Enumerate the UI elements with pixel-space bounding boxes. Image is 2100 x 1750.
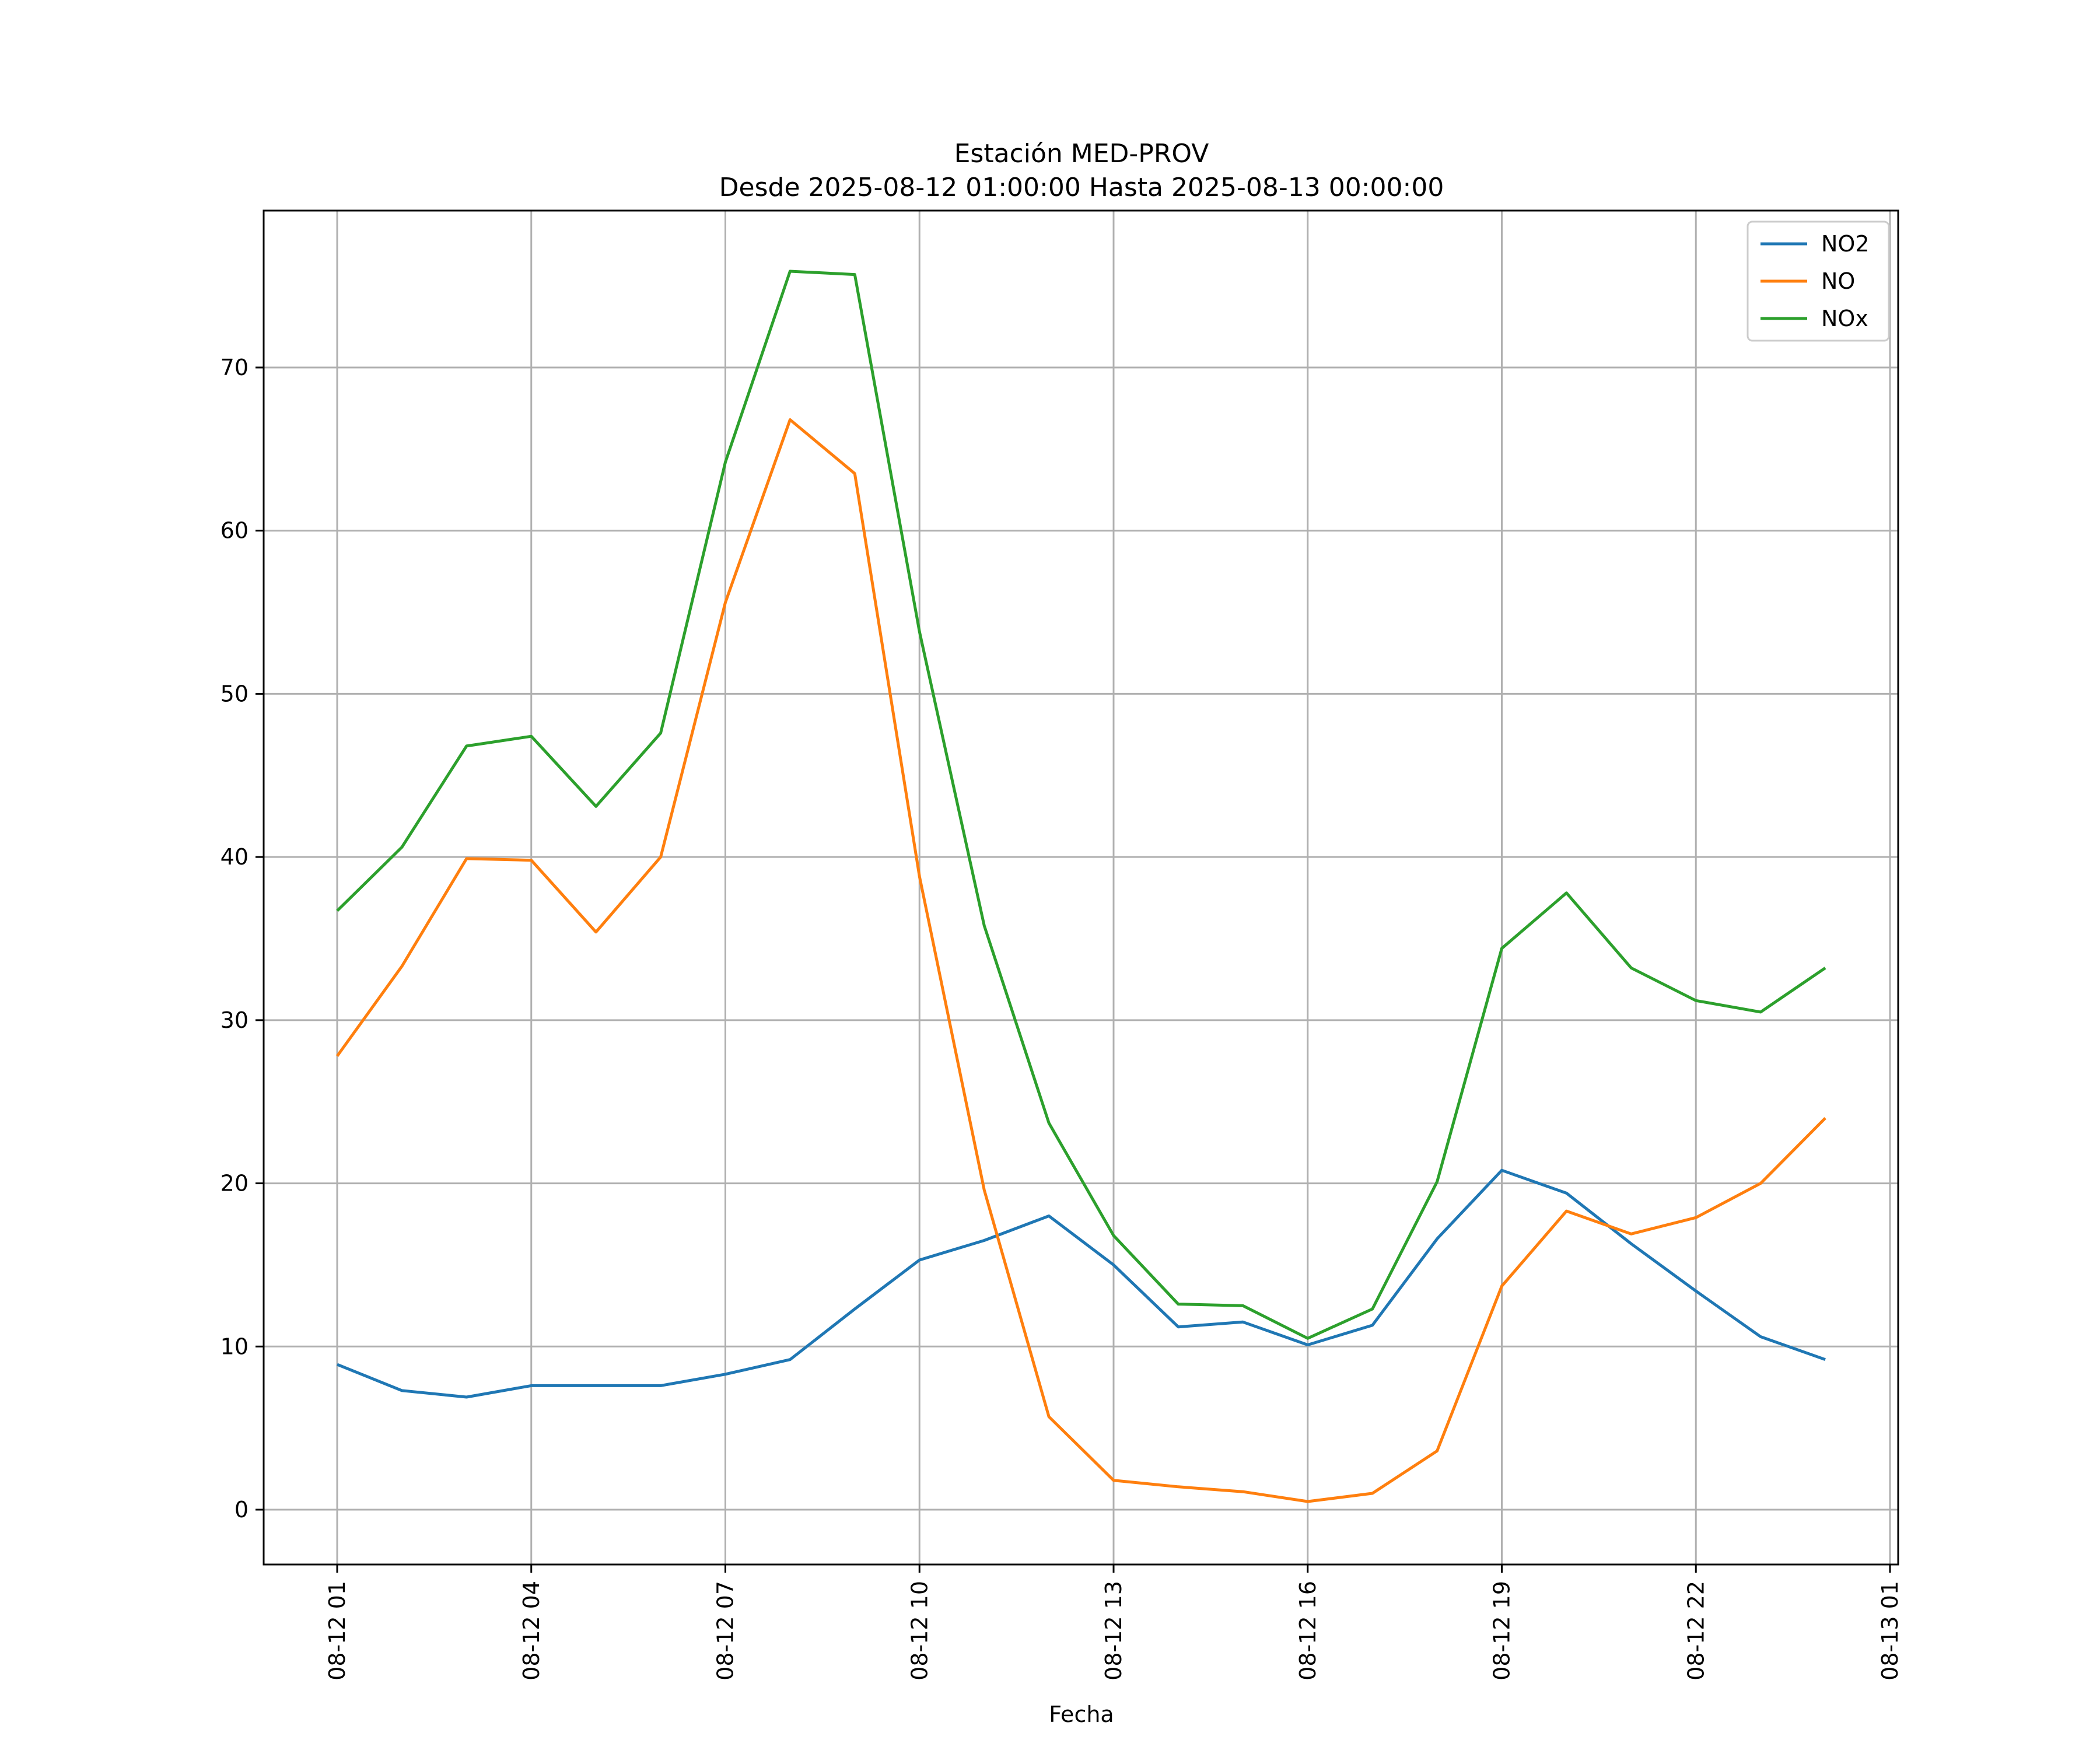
chart-subtitle: Desde 2025-08-12 01:00:00 Hasta 2025-08-…	[719, 173, 1444, 202]
y-tick-label: 30	[220, 1007, 249, 1033]
x-axis-label: Fecha	[1049, 1702, 1114, 1727]
series-line-no2	[337, 1168, 1826, 1399]
legend-label-no2: NO2	[1821, 231, 1870, 257]
x-tick-label: 08-12 19	[1489, 1581, 1515, 1681]
plot-frame	[262, 209, 1899, 1566]
x-tick-label: 08-12 07	[713, 1581, 738, 1681]
series-layer	[335, 270, 1826, 1503]
chart-title: Estación MED-PROV	[954, 139, 1209, 169]
tick-layer: 0 10 20 30 40 50 60 70 08-12 01 08-12 04 08-12 07 0…	[220, 355, 1903, 1681]
series-line-nox	[336, 270, 1826, 1340]
y-tick-label: 0	[235, 1497, 249, 1522]
series-line-no	[335, 418, 1826, 1503]
legend-label-nox: NOx	[1821, 306, 1868, 331]
x-tick-label: 08-12 04	[519, 1581, 544, 1681]
y-tick-label: 60	[220, 518, 249, 544]
x-tick-label: 08-12 13	[1101, 1581, 1126, 1681]
legend-label-no: NO	[1821, 268, 1855, 294]
y-tick-label: 40	[220, 844, 249, 870]
y-tick-label: 70	[220, 355, 249, 380]
y-tick-label: 50	[220, 681, 249, 706]
x-tick-label: 08-12 01	[324, 1581, 350, 1681]
grid-layer	[264, 211, 1898, 1564]
x-tick-label: 08-13 01	[1877, 1581, 1903, 1681]
legend: NO2 NO NOx	[1746, 220, 1890, 342]
y-tick-label: 10	[220, 1334, 249, 1359]
legend-frame	[1746, 220, 1890, 342]
x-tick-label: 08-12 22	[1683, 1581, 1709, 1681]
x-tick-label: 08-12 10	[907, 1581, 932, 1681]
y-tick-label: 20	[220, 1171, 249, 1196]
x-tick-label: 08-12 16	[1295, 1581, 1321, 1681]
